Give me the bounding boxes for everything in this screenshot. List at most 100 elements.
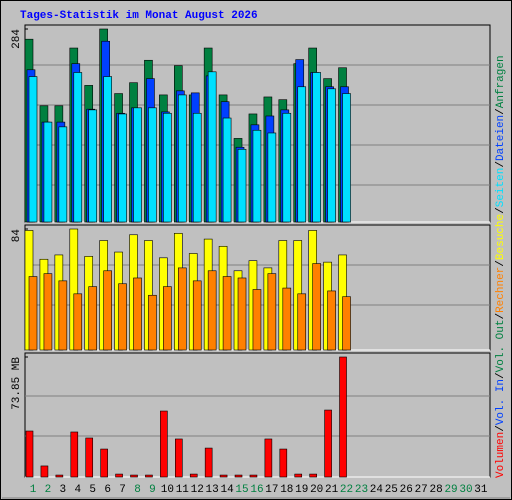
y-tick-label: 284 <box>11 29 23 49</box>
legend-separator: / <box>495 161 507 168</box>
bar <box>282 112 292 223</box>
x-tick-label: 26 <box>400 484 413 496</box>
bar <box>192 112 202 223</box>
x-tick-label: 13 <box>206 484 219 496</box>
bar <box>118 283 127 351</box>
x-tick-label: 12 <box>191 484 204 496</box>
x-tick-label: 18 <box>280 484 293 496</box>
legend-entry: Vol. Out <box>495 320 507 373</box>
bar <box>115 473 123 478</box>
legend-separator: / <box>495 207 507 214</box>
x-tick-label: 25 <box>385 484 398 496</box>
bar <box>163 286 172 351</box>
x-tick-label: 6 <box>104 484 111 496</box>
legend-entry: Seiten <box>495 168 507 208</box>
x-tick-label: 8 <box>134 484 141 496</box>
x-tick-label: 29 <box>444 484 457 496</box>
legend-entry: Dateien <box>495 115 507 161</box>
bar <box>237 148 247 223</box>
bar <box>25 430 34 478</box>
bar <box>252 129 262 223</box>
x-tick-label: 5 <box>89 484 96 496</box>
legend-entry: Besuche <box>495 214 507 260</box>
x-tick-label: 22 <box>340 484 353 496</box>
x-tick-label: 31 <box>474 484 488 496</box>
bar <box>279 448 288 478</box>
x-tick-label: 17 <box>265 484 278 496</box>
legend-separator: / <box>495 313 507 320</box>
bar <box>118 113 127 223</box>
bar <box>130 474 138 478</box>
bar <box>73 293 83 351</box>
x-tick-label: 3 <box>60 484 67 496</box>
x-tick-label: 27 <box>415 484 428 496</box>
bar <box>207 270 217 351</box>
x-tick-label: 4 <box>74 484 81 496</box>
bar <box>249 474 258 478</box>
bar <box>339 356 347 478</box>
bar <box>222 276 232 351</box>
bar <box>178 94 187 223</box>
bar <box>342 296 351 351</box>
bar <box>264 438 273 478</box>
bar <box>204 447 213 478</box>
x-tick-label: 24 <box>370 484 384 496</box>
legend-separator: / <box>495 260 507 267</box>
bar <box>133 107 142 223</box>
bar <box>222 117 232 223</box>
legend-separator: / <box>495 425 507 432</box>
bar <box>58 280 68 351</box>
bar <box>327 290 336 351</box>
bar <box>40 465 49 478</box>
bar <box>327 88 336 223</box>
bar <box>294 473 303 478</box>
bar <box>207 71 217 223</box>
x-tick-label: 1 <box>30 484 37 496</box>
x-tick-label: 2 <box>45 484 52 496</box>
bar <box>267 132 277 223</box>
bar <box>234 474 243 478</box>
bar <box>178 267 187 351</box>
legend-entry: Volumen <box>495 432 507 478</box>
y-tick-label: 84 <box>11 229 23 243</box>
bar <box>282 287 292 351</box>
bar <box>85 437 94 478</box>
bar <box>175 438 183 478</box>
bar <box>88 286 98 351</box>
bar <box>58 126 68 223</box>
x-tick-label: 9 <box>149 484 156 496</box>
bar <box>28 276 38 351</box>
bar <box>103 270 112 351</box>
x-tick-label: 16 <box>250 484 263 496</box>
bar <box>237 277 247 351</box>
legend: Volumen/Vol. In/Vol. Out/Rechner/Besuche… <box>495 55 507 478</box>
bar <box>267 273 277 351</box>
panel <box>24 352 491 478</box>
x-tick-label: 30 <box>459 484 472 496</box>
x-tick-label: 7 <box>119 484 126 496</box>
x-tick-label: 14 <box>220 484 234 496</box>
bar <box>145 474 153 478</box>
bar <box>297 293 307 351</box>
bar <box>312 72 321 223</box>
x-tick-label: 28 <box>430 484 443 496</box>
x-tick-label: 15 <box>235 484 248 496</box>
bar <box>55 474 64 478</box>
bar <box>43 273 53 351</box>
bar <box>28 76 38 223</box>
legend-entry: Vol. In <box>495 379 507 425</box>
legend-entry: Rechner <box>495 267 507 313</box>
bar <box>342 93 351 223</box>
y-tick-label: 73.85 MB <box>11 357 23 410</box>
x-tick-label: 23 <box>355 484 368 496</box>
bar <box>148 294 157 351</box>
bar <box>324 409 332 478</box>
bar <box>219 474 228 478</box>
chart-title: Tages-Statistik im Monat August 2026 <box>20 10 258 22</box>
bar <box>312 263 321 351</box>
x-tick-label: 20 <box>310 484 323 496</box>
bar <box>163 112 172 223</box>
legend-entry: Anfragen <box>495 55 507 108</box>
x-tick-label: 11 <box>176 484 190 496</box>
